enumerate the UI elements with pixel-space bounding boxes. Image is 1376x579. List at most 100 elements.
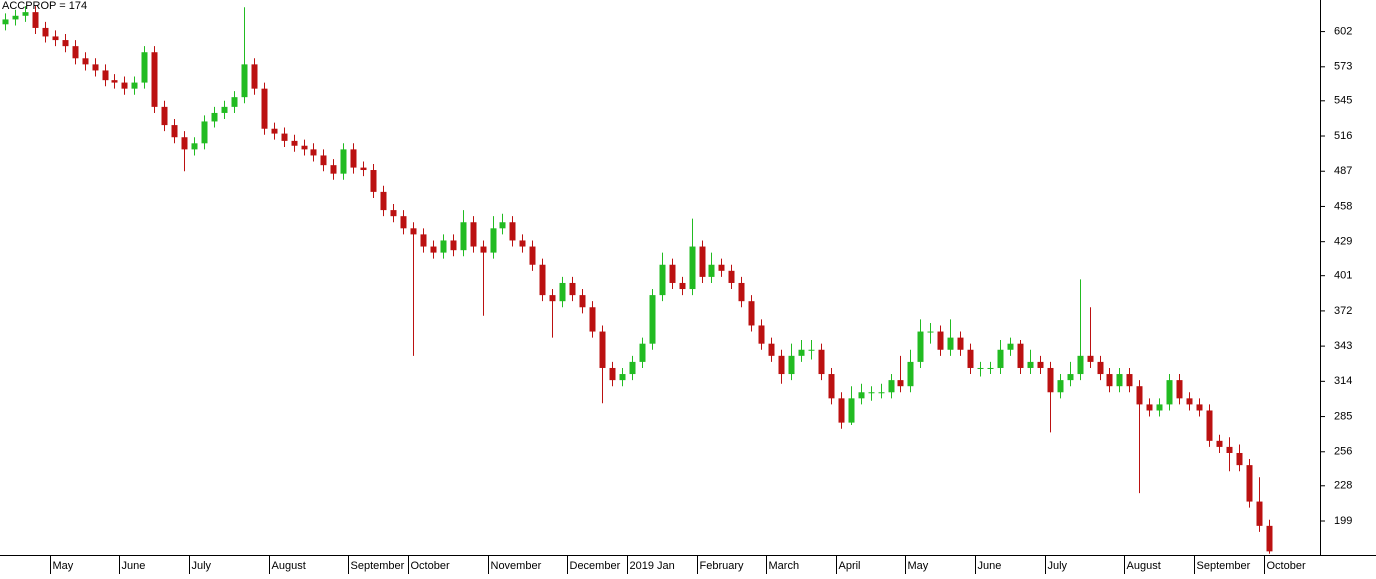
candle-body: [848, 398, 855, 423]
candle-body: [868, 392, 875, 394]
candle-body: [987, 367, 994, 369]
candle-body: [1146, 404, 1153, 411]
chart-title: ACCPROP = 174: [2, 0, 87, 12]
x-tick-label: August: [1127, 560, 1161, 572]
candle-body: [1067, 374, 1074, 381]
candle-body: [22, 12, 29, 16]
candle-body: [878, 392, 885, 394]
x-tick-label: April: [839, 560, 861, 572]
candle-body: [1166, 380, 1173, 405]
candle-body: [1037, 361, 1044, 368]
candle-body: [42, 27, 49, 37]
candle-body: [1216, 440, 1223, 447]
y-tick-label: 314: [1334, 375, 1352, 387]
x-tick-label: September: [1197, 560, 1251, 572]
candle-body: [121, 82, 128, 89]
candle-body: [699, 246, 706, 277]
x-tick-label: August: [272, 560, 306, 572]
candle-body: [201, 121, 208, 144]
candle-body: [1246, 465, 1253, 502]
candle-body: [559, 282, 566, 302]
candle-body: [291, 140, 298, 146]
candle-body: [350, 149, 357, 168]
candle-body: [430, 246, 437, 253]
candle-body: [102, 70, 109, 81]
y-tick-label: 487: [1334, 165, 1352, 177]
candle-body: [639, 343, 646, 362]
candle-body: [519, 240, 526, 247]
candle-body: [977, 367, 984, 369]
candle-body: [161, 106, 168, 126]
candle-body: [788, 355, 795, 375]
candle-body: [858, 392, 865, 399]
candle-body: [679, 282, 686, 290]
candle-body: [310, 149, 317, 156]
y-tick-label: 573: [1334, 61, 1352, 73]
candle-body: [131, 82, 138, 89]
candle-body: [838, 398, 845, 423]
candle-body: [32, 12, 39, 28]
x-tick-label: March: [769, 560, 800, 572]
candle-body: [440, 240, 447, 253]
candle-body: [997, 349, 1004, 368]
candle-body: [360, 167, 367, 171]
candle-body: [390, 210, 397, 217]
candle-body: [221, 106, 228, 113]
candle-body: [1226, 446, 1233, 453]
candle-body: [241, 64, 248, 98]
candle-body: [509, 222, 516, 241]
candle-body: [72, 46, 79, 59]
x-tick-label: May: [908, 560, 929, 572]
candle-body: [1106, 374, 1113, 387]
y-tick-label: 458: [1334, 200, 1352, 212]
y-tick-label: 429: [1334, 236, 1352, 248]
candle-body: [12, 15, 19, 20]
candle-body: [748, 301, 755, 326]
candle-body: [1077, 355, 1084, 375]
candle-body: [708, 264, 715, 277]
candle-body: [141, 52, 148, 83]
candle-body: [211, 112, 218, 122]
candle-body: [808, 349, 815, 351]
y-tick-label: 401: [1334, 270, 1352, 282]
candle-body: [619, 374, 626, 381]
candle-body: [420, 234, 427, 247]
candle-body: [171, 125, 178, 138]
candle-body: [659, 264, 666, 296]
candle-body: [728, 270, 735, 283]
candle-body: [778, 355, 785, 375]
candle-body: [1017, 343, 1024, 368]
candle-body: [301, 145, 308, 150]
candle-body: [499, 222, 506, 229]
candle-body: [1097, 361, 1104, 375]
candle-body: [111, 80, 118, 83]
candle-body: [151, 52, 158, 107]
candle-body: [888, 380, 895, 393]
candle-body: [967, 349, 974, 368]
candle-body: [1206, 410, 1213, 441]
candle-body: [768, 343, 775, 356]
x-tick-label: September: [351, 560, 405, 572]
x-tick-label: 2019 Jan: [630, 560, 675, 572]
y-tick-label: 228: [1334, 480, 1352, 492]
candle-body: [947, 337, 954, 350]
candle-body: [400, 216, 407, 229]
candle-body: [907, 361, 914, 387]
candle-body: [689, 246, 696, 290]
candle-body: [897, 380, 904, 387]
candle-body: [281, 133, 288, 141]
candle-body: [410, 228, 417, 235]
candle-body: [1156, 404, 1163, 411]
x-tick-label: November: [491, 560, 542, 572]
candle-body: [261, 88, 268, 129]
candle-body: [937, 331, 944, 350]
x-tick-label: February: [700, 560, 745, 572]
x-tick-label: May: [53, 560, 74, 572]
x-tick-label: July: [1048, 560, 1068, 572]
candle-body: [460, 222, 467, 251]
candle-body: [62, 40, 69, 47]
candle-body: [380, 191, 387, 211]
candle-body: [1176, 380, 1183, 399]
candle-body: [1007, 343, 1014, 350]
